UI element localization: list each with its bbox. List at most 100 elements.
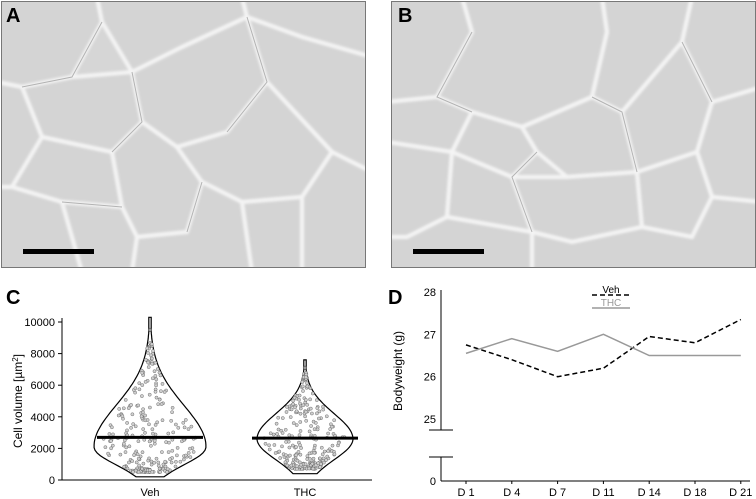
data-point [317,409,322,414]
data-point [147,439,152,444]
data-point [136,456,141,461]
data-point [157,466,162,471]
data-point [284,410,289,414]
data-point [169,460,174,465]
y-tick-label: 2000 [31,443,55,455]
data-point [322,460,326,465]
data-point [312,450,317,455]
data-point [307,451,312,456]
data-point [149,342,154,346]
data-point [147,422,151,427]
data-point [280,416,285,420]
scale-bar-a [23,249,94,254]
data-point [280,444,284,449]
data-point [160,418,165,422]
data-point [141,410,145,415]
data-point [139,414,144,419]
data-point [310,391,315,396]
data-point [123,398,128,402]
outlier-point [147,327,153,332]
data-point [125,466,130,471]
data-point [130,459,134,463]
data-point [109,439,113,443]
data-point [158,373,163,378]
data-point [154,395,159,400]
data-point [140,394,144,398]
data-point [298,406,303,411]
data-point [150,361,154,366]
legend-label-veh: Veh [602,285,619,296]
data-point [288,415,293,419]
y-tick-label: 6000 [31,380,55,392]
data-point [122,406,126,411]
data-point [289,407,294,412]
data-point [289,463,294,468]
data-point [170,406,175,410]
panel-label-a: A [6,5,21,27]
data-point [159,402,164,406]
data-point [107,432,112,436]
data-point [311,456,316,461]
micrograph-a [1,1,366,268]
data-point [160,382,165,386]
data-point [133,424,138,429]
data-point [263,441,268,446]
data-point [163,464,168,469]
data-point [127,444,132,449]
data-point [284,453,288,457]
data-point [136,470,141,474]
data-point [117,407,121,411]
data-point [146,458,150,463]
data-point [324,414,329,419]
data-point [140,450,145,454]
x-tick-label: D 4 [503,487,520,499]
data-point [300,380,305,384]
data-point [305,403,310,407]
data-point [326,449,330,453]
data-point [127,460,131,465]
y-tick-label: 0 [430,476,436,488]
data-point [126,406,131,410]
x-tick-label: D 1 [457,487,474,499]
data-point [332,452,337,456]
data-point [154,377,159,382]
data-point [303,462,308,466]
data-point [285,405,289,409]
data-point [168,457,172,461]
y-tick-label: 8000 [31,349,55,361]
data-point [178,459,183,464]
data-point [308,406,313,411]
panel-label-b: B [398,5,413,27]
data-point [143,430,147,435]
data-point [294,423,299,427]
y-tick-label: 28 [424,287,436,299]
data-point [283,460,288,464]
data-point [321,407,326,412]
data-point [288,453,292,458]
data-point [143,358,148,362]
data-point [186,451,191,455]
series-line-thc [465,333,741,357]
y-tick-label: 27 [424,329,436,341]
data-point [298,460,302,465]
data-point [149,443,153,448]
data-point [291,398,295,403]
data-point [332,418,337,422]
panel-label-c: C [6,287,21,309]
data-point [123,450,128,454]
micrograph-a-image [2,2,365,267]
data-point [294,409,299,414]
data-point [298,452,303,457]
data-point [133,386,138,390]
data-point [297,393,302,398]
scale-bar-b [413,249,484,254]
data-point [330,443,335,448]
data-point [166,431,171,436]
x-tick-label: D 18 [683,487,706,499]
data-point [141,461,146,466]
y-axis-label: Cell volume [µm2] [11,354,26,448]
legend-label-thc: THC [601,298,622,309]
data-point [320,452,325,457]
data-point [132,453,136,457]
data-point [111,443,115,448]
